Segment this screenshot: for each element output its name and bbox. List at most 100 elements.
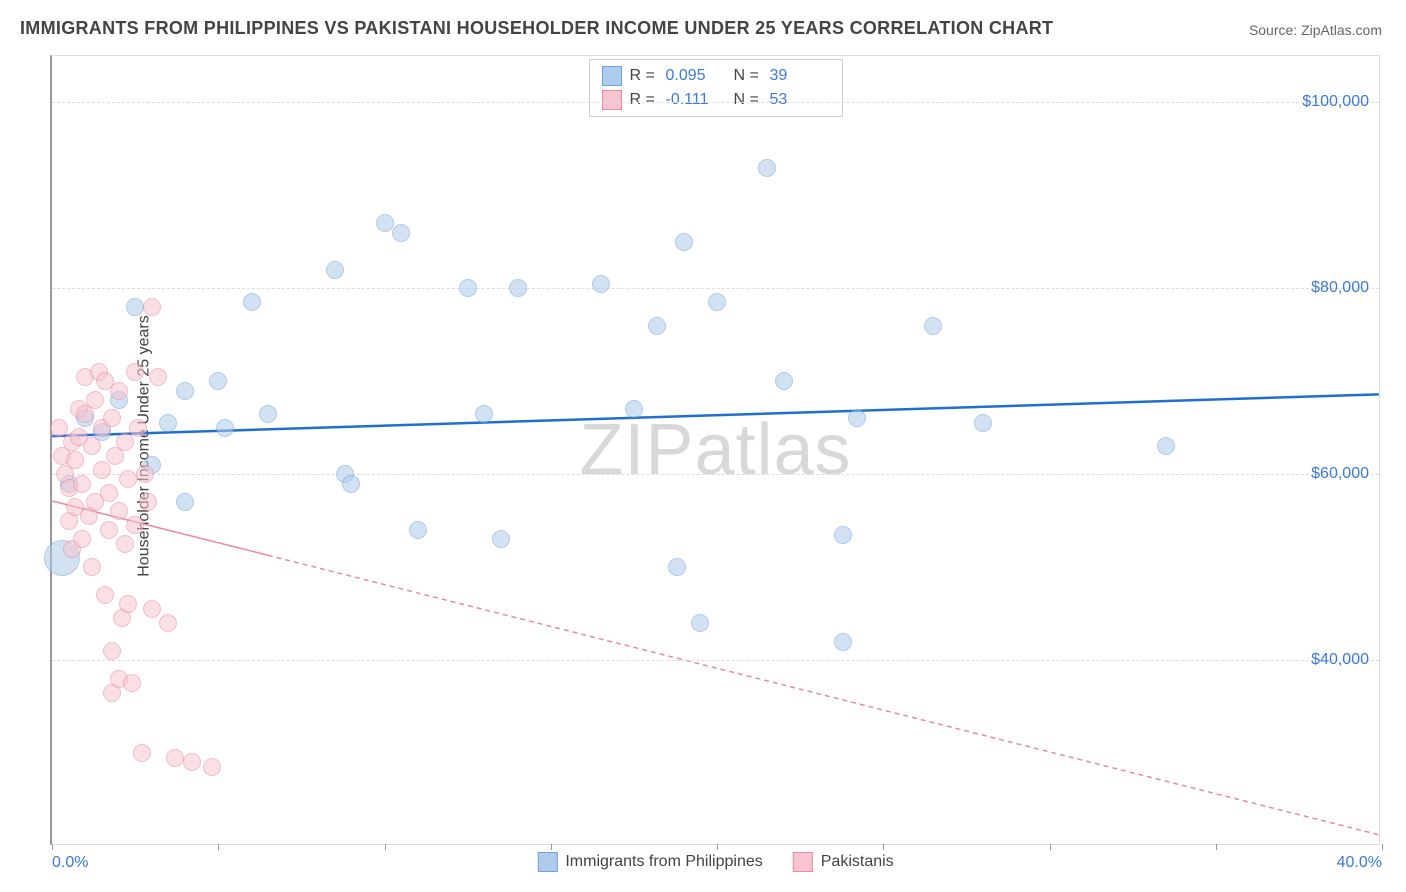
data-point [96, 586, 114, 604]
x-tick-mark [717, 844, 718, 850]
data-point [143, 600, 161, 618]
correlation-stats-box: R =0.095N =39R =-0.111N =53 [589, 59, 843, 117]
series-legend: Immigrants from Philippines Pakistanis [537, 852, 893, 872]
regression-lines-layer [52, 56, 1379, 844]
data-point [110, 382, 128, 400]
data-point [73, 475, 91, 493]
data-point [133, 744, 151, 762]
data-point [123, 674, 141, 692]
data-point [848, 409, 866, 427]
legend-label: Immigrants from Philippines [565, 853, 762, 871]
data-point [209, 372, 227, 390]
data-point [129, 419, 147, 437]
data-point [475, 405, 493, 423]
legend-swatch [793, 852, 813, 872]
data-point [126, 363, 144, 381]
data-point [668, 558, 686, 576]
x-tick-mark [1382, 844, 1383, 850]
data-point [924, 317, 942, 335]
legend-item: Immigrants from Philippines [537, 852, 762, 872]
data-point [183, 753, 201, 771]
data-point [592, 275, 610, 293]
x-tick-mark [385, 844, 386, 850]
data-point [86, 391, 104, 409]
data-point [243, 293, 261, 311]
data-point [110, 502, 128, 520]
data-point [149, 368, 167, 386]
data-point [119, 595, 137, 613]
gridline [52, 102, 1379, 103]
data-point [103, 409, 121, 427]
data-point [708, 293, 726, 311]
data-point [103, 642, 121, 660]
data-point [758, 159, 776, 177]
data-point [625, 400, 643, 418]
data-point [143, 298, 161, 316]
data-point [159, 614, 177, 632]
chart-container: { "title": "IMMIGRANTS FROM PHILIPPINES … [0, 0, 1406, 892]
data-point [409, 521, 427, 539]
data-point [216, 419, 234, 437]
y-tick-label: $40,000 [1311, 651, 1369, 669]
data-point [83, 558, 101, 576]
data-point [116, 535, 134, 553]
data-point [342, 475, 360, 493]
plot-area: ZIPatlas R =0.095N =39R =-0.111N =53 Imm… [50, 55, 1380, 845]
data-point [126, 298, 144, 316]
x-tick-label: 0.0% [52, 854, 88, 872]
stat-n-value: 39 [770, 67, 830, 85]
x-tick-mark [1050, 844, 1051, 850]
data-point [139, 493, 157, 511]
x-tick-label: 40.0% [1337, 854, 1382, 872]
chart-title: IMMIGRANTS FROM PHILIPPINES VS PAKISTANI… [20, 18, 1053, 39]
data-point [203, 758, 221, 776]
data-point [166, 749, 184, 767]
data-point [775, 372, 793, 390]
data-point [100, 521, 118, 539]
data-point [136, 465, 154, 483]
series-swatch [602, 66, 622, 86]
data-point [691, 614, 709, 632]
x-tick-mark [218, 844, 219, 850]
stat-n-label: N = [734, 91, 762, 109]
series-swatch [602, 90, 622, 110]
data-point [459, 279, 477, 297]
data-point [83, 437, 101, 455]
data-point [326, 261, 344, 279]
watermark-text: ZIPatlas [579, 409, 851, 491]
data-point [119, 470, 137, 488]
data-point [648, 317, 666, 335]
stat-n-label: N = [734, 67, 762, 85]
data-point [675, 233, 693, 251]
legend-swatch [537, 852, 557, 872]
stat-row: R = 0.095 N = 39 [602, 64, 830, 88]
data-point [834, 526, 852, 544]
stat-r-value: -0.111 [666, 91, 726, 109]
data-point [93, 461, 111, 479]
data-point [66, 451, 84, 469]
x-tick-mark [551, 844, 552, 850]
legend-label: Pakistanis [821, 853, 894, 871]
data-point [376, 214, 394, 232]
data-point [1157, 437, 1175, 455]
data-point [126, 516, 144, 534]
data-point [974, 414, 992, 432]
data-point [116, 433, 134, 451]
legend-item: Pakistanis [793, 852, 894, 872]
stat-r-value: 0.095 [666, 67, 726, 85]
y-tick-label: $100,000 [1302, 93, 1369, 111]
data-point [392, 224, 410, 242]
data-point [159, 414, 177, 432]
y-tick-label: $80,000 [1311, 279, 1369, 297]
data-point [176, 493, 194, 511]
gridline [52, 474, 1379, 475]
stat-r-label: R = [630, 67, 658, 85]
gridline [52, 660, 1379, 661]
stat-r-label: R = [630, 91, 658, 109]
y-tick-label: $60,000 [1311, 465, 1369, 483]
source-attribution: Source: ZipAtlas.com [1249, 22, 1382, 38]
data-point [259, 405, 277, 423]
data-point [100, 484, 118, 502]
data-point [73, 530, 91, 548]
x-tick-mark [52, 844, 53, 850]
